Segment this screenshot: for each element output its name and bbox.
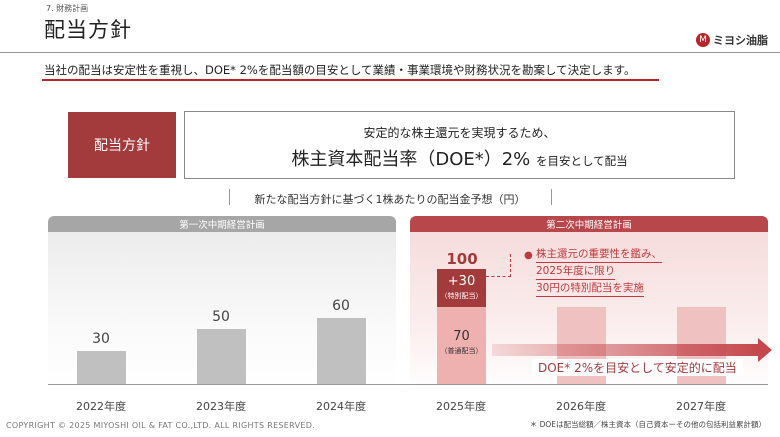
section-number: 7. 財務計画 [46,4,89,13]
x-tick-label: 2027年度 [676,400,726,413]
bar-dividend [196,329,246,384]
bar-value-label: 50 [212,309,230,325]
logo-text: ミヨシ油脂 [713,34,768,47]
copyright: COPYRIGHT © 2025 MIYOSHI OIL & FAT CO.,L… [6,421,316,430]
company-logo: M ミヨシ油脂 [696,32,768,48]
special-value: +30 [447,274,476,289]
x-tick-label: 2024年度 [316,400,366,413]
lead-underline [42,79,659,81]
bar-value-label: 60 [332,298,350,314]
doe-footnote: ＊ DOEは配当総額／株主資本（自己資本ーその他の包括利益累計額） [529,420,766,429]
policy-line1: 安定的な株主還元を実現するため、 [363,126,556,140]
callout-connector-h [486,276,511,277]
x-tick-label: 2022年度 [76,400,126,413]
logo-mark-icon: M [696,33,710,47]
x-tick-label: 2025年度 [436,400,486,413]
plan-header-first: 第一次中期経営計画 [48,216,396,232]
policy-box: 安定的な株主還元を実現するため、 株主資本配当率（DOE*）2% を目安として配… [184,111,735,179]
x-tick-label: 2026年度 [556,400,606,413]
chart-baseline [48,384,768,385]
arrow-body [492,344,760,356]
callout-line: 株主還元の重要性を鑑み、 [536,246,662,263]
policy-tail-text: を目安として配当 [536,154,628,168]
x-tick-label: 2023年度 [196,400,246,413]
bar-2025-total: 100 [446,250,478,268]
chart-title-tick-left [229,189,230,205]
callout-line: 2025年度に限り [536,263,616,280]
chart-title: 新たな配当方針に基づく1株あたりの配当金予想（円） [254,193,526,206]
lead-text: 当社の配当は安定性を重視し、DOE* 2%を配当額の目安として業績・事業環境や財… [44,63,636,77]
bar-dividend [76,351,126,384]
arrow-policy-text: DOE* 2%を目安として安定的に配当 [532,359,743,376]
title-divider [0,52,780,53]
plan-header-second: 第二次中期経営計画 [410,216,768,232]
callout-connector-v [510,254,511,277]
callout-bullet-icon: ● [524,250,533,261]
page-title: 配当方針 [44,18,132,42]
arrow-right-icon [758,338,772,362]
regular-value: 70 [453,329,470,344]
bar-2025-regular: 70 （普通配当） [437,307,486,384]
special-label: （特別配当） [440,292,483,300]
bar-value-label: 30 [92,331,110,347]
policy-label: 配当方針 [68,112,176,178]
bar-2025-special: +30 （特別配当） [437,269,486,307]
policy-main-text: 株主資本配当率（DOE*）2% [291,149,537,170]
special-dividend-callout: 株主還元の重要性を鑑み、 2025年度に限り 30円の特別配当を実施 [536,246,662,297]
regular-label: （普通配当） [440,347,483,355]
chart-title-tick-right [551,189,552,205]
policy-line2: 株主資本配当率（DOE*）2% を目安として配当 [185,145,734,171]
callout-line: 30円の特別配当を実施 [536,280,644,297]
bar-dividend [316,318,366,384]
